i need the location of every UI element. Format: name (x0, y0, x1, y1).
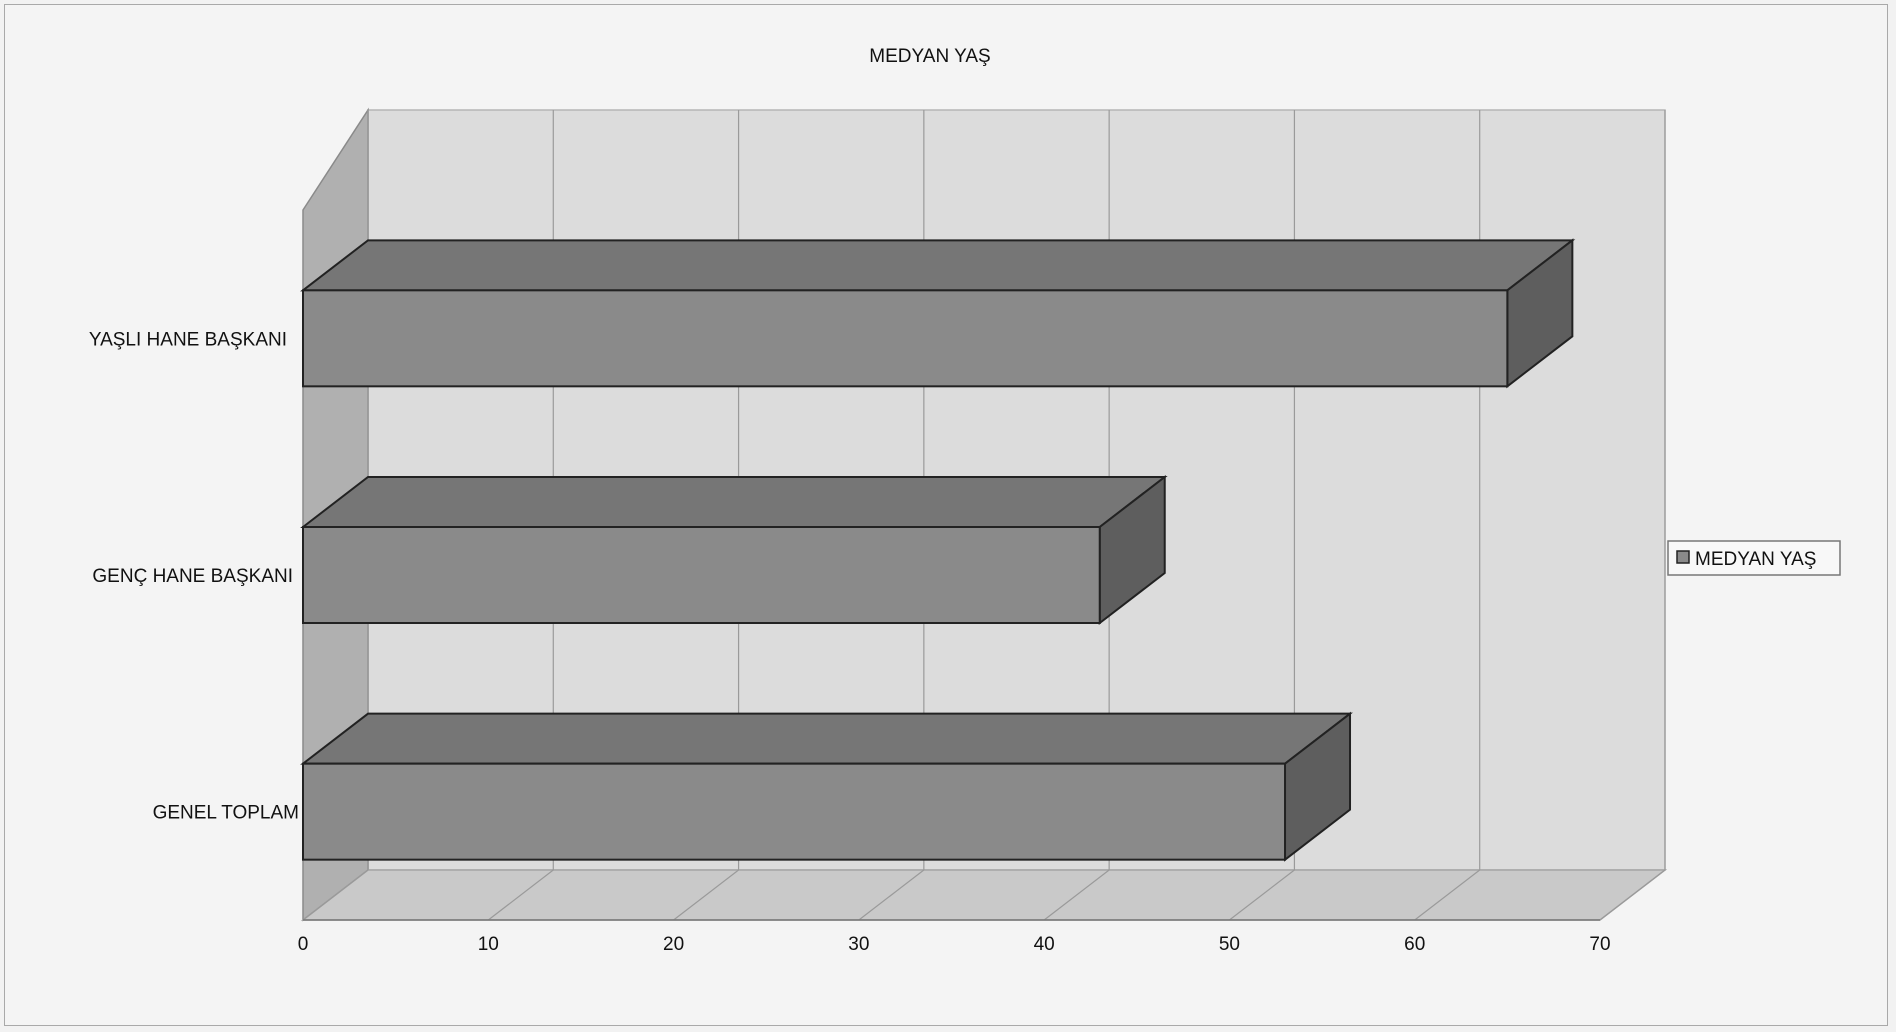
chart-title: MEDYAN YAŞ (869, 46, 990, 67)
bar-front (302, 526, 1101, 624)
x-tick-label: 20 (663, 934, 684, 955)
category-label: GENÇ HANE BAŞKANI (92, 566, 293, 587)
gridline-floor (302, 869, 369, 921)
bar (300, 474, 1168, 626)
gridline-floor (1229, 869, 1295, 921)
x-tick-label: 60 (1404, 934, 1425, 955)
x-tick-label: 0 (298, 934, 309, 955)
legend-box (1667, 540, 1841, 576)
bar-top (300, 712, 1353, 765)
legend-swatch (1676, 550, 1690, 564)
bars (300, 238, 1576, 862)
bar-chart: 0 10 20 30 40 50 60 70 YAŞLI HANE BAŞKANI GENÇ HA… (89, 46, 1841, 955)
gridline-floor (487, 869, 554, 921)
gridline-floor (673, 869, 739, 921)
bar-top (300, 476, 1168, 528)
floor (300, 869, 1668, 921)
axis-labels: 0 10 20 30 40 50 60 70 YAŞLI HANE BAŞKANI GENÇ HA… (89, 329, 1611, 955)
x-tick-label: 70 (1589, 934, 1610, 955)
legend: MEDYAN YAŞ (1667, 540, 1841, 576)
gridline-floor (1599, 869, 1666, 921)
bar (300, 711, 1353, 862)
x-tick-label: 50 (1219, 934, 1240, 955)
x-tick-label: 10 (478, 934, 499, 955)
chart-frame: 0 10 20 30 40 50 60 70 YAŞLI HANE BAŞKANI GENÇ HA… (4, 4, 1888, 1026)
legend-label-medyan-yas: MEDYAN YAŞ (1695, 549, 1816, 570)
bar-front (302, 289, 1509, 388)
x-tick-label: 40 (1034, 934, 1055, 955)
bar-top (300, 239, 1576, 292)
bar (300, 238, 1576, 389)
gridline-floor (1043, 869, 1110, 921)
category-label: GENEL TOPLAM (153, 803, 299, 824)
bar-front (302, 762, 1287, 861)
category-label: YAŞLI HANE BAŞKANI (89, 329, 287, 350)
gridline-floor (858, 869, 925, 921)
x-tick-label: 30 (848, 934, 869, 955)
gridline-floor (1414, 869, 1481, 921)
